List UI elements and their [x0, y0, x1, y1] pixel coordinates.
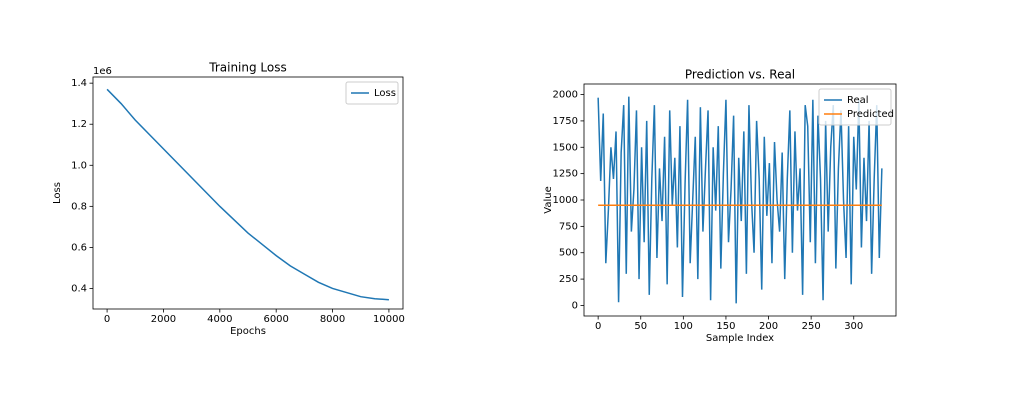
x-tick-label: 4000	[207, 314, 232, 325]
y-tick-label: 1.2	[71, 119, 87, 130]
y-tick-label: 1.0	[71, 160, 87, 171]
x-tick-label: 8000	[320, 314, 345, 325]
x-tick-label: 0	[104, 314, 110, 325]
y-axis-label: Loss	[52, 182, 63, 204]
x-tick-label: 150	[716, 321, 735, 332]
x-tick-label: 100	[674, 321, 693, 332]
y-tick-label: 1750	[553, 116, 578, 127]
chart-title: Training Loss	[208, 61, 286, 75]
y-tick-label: 0	[572, 300, 578, 311]
x-tick-label: 300	[844, 321, 863, 332]
subplot: Training Loss Epochs Loss 1e6 0 2000 4000 6000 8…	[52, 61, 405, 338]
legend-label: Loss	[374, 88, 396, 99]
x-tick-label: 0	[595, 321, 601, 332]
y-tick-label: 500	[559, 248, 578, 259]
y-tick-label: 1250	[553, 169, 578, 180]
y-tick-label: 750	[559, 221, 578, 232]
y-tick-label: 1000	[553, 195, 578, 206]
x-tick-label: 50	[634, 321, 647, 332]
y-axis-label: Value	[543, 186, 554, 213]
y-offset-label: 1e6	[93, 66, 112, 77]
y-tick-label: 0.4	[71, 283, 87, 294]
y-tick-label: 2000	[553, 90, 578, 101]
x-tick-label: 2000	[151, 314, 176, 325]
series-line	[597, 96, 883, 304]
legend-box	[818, 88, 892, 126]
x-axis-label: Sample Index	[706, 333, 774, 344]
y-tick-label: 1500	[553, 142, 578, 153]
y-tick-label: 0.6	[71, 242, 87, 253]
x-tick-label: 6000	[263, 314, 288, 325]
x-tick-label: 250	[802, 321, 821, 332]
subplot: Prediction vs. Real Sample Index Value 0 50 1…	[543, 68, 897, 344]
x-tick-label: 10000	[373, 314, 405, 325]
y-tick-label: 1.4	[71, 78, 87, 89]
legend: Real Predicted	[818, 88, 894, 126]
chart-title: Prediction vs. Real	[685, 68, 795, 82]
legend: Loss	[345, 81, 399, 105]
plot-frame	[92, 76, 404, 310]
x-tick-label: 200	[759, 321, 778, 332]
legend-label: Real	[847, 95, 869, 106]
x-axis-label: Epochs	[230, 326, 266, 337]
y-tick-label: 0.8	[71, 201, 87, 212]
legend-label: Predicted	[847, 109, 894, 120]
y-tick-label: 250	[559, 274, 578, 285]
legend-box	[345, 81, 399, 105]
series-line	[106, 88, 389, 301]
